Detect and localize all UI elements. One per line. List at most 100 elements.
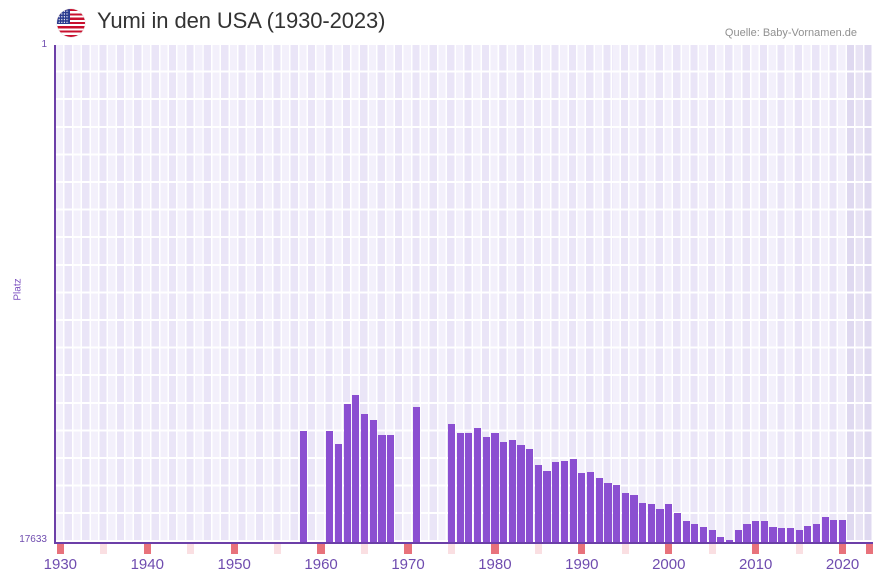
x-tick-1975 (447, 544, 456, 554)
x-tick-1990 (578, 544, 586, 554)
x-axis-label-1990: 1990 (565, 556, 599, 573)
x-tick-end (865, 544, 873, 554)
y-axis-label-top: 1 (41, 39, 47, 50)
x-axis-label-1950: 1950 (217, 556, 251, 573)
bar-1994[interactable] (612, 484, 621, 542)
bar-2006[interactable] (717, 536, 725, 542)
bar-2012[interactable] (769, 526, 777, 542)
bar-1992[interactable] (595, 477, 603, 542)
bar-1986[interactable] (543, 470, 551, 542)
x-axis-label-1980: 1980 (478, 556, 512, 573)
bar-2013[interactable] (778, 528, 786, 542)
bar-1981[interactable] (500, 442, 508, 542)
bar-1964[interactable] (352, 394, 360, 542)
bar-1967[interactable] (378, 435, 386, 542)
bar-2002[interactable] (682, 521, 690, 542)
x-tick-2005 (708, 544, 716, 554)
bar-2010[interactable] (752, 521, 760, 542)
chart-header: Yumi in den USA (1930-2023) Quelle: Baby… (0, 0, 873, 44)
bar-1958[interactable] (300, 431, 308, 542)
usa-flag-icon (57, 9, 85, 37)
bar-2011[interactable] (760, 521, 768, 542)
bar-1990[interactable] (578, 473, 586, 542)
bar-1975[interactable] (447, 424, 456, 542)
x-tick-2010 (752, 544, 760, 554)
bar-1999[interactable] (656, 508, 664, 542)
bar-2000[interactable] (665, 504, 673, 542)
x-tick-1955 (274, 544, 282, 554)
x-axis-labels: 1930 1940 1950 1960 1970 1980 1990 2000 2010 2020 (0, 556, 873, 580)
bar-1993[interactable] (604, 483, 612, 542)
bar-1968[interactable] (387, 435, 395, 542)
x-tick-1935 (100, 544, 108, 554)
x-tick-1960 (317, 544, 325, 554)
x-tick-1950 (230, 544, 238, 554)
bar-2015[interactable] (795, 529, 803, 542)
bar-2009[interactable] (743, 524, 751, 542)
bar-1998[interactable] (647, 504, 655, 542)
source-credit: Quelle: Baby-Vornamen.de (724, 27, 857, 39)
x-tick-1945 (187, 544, 195, 554)
x-axis-label-2020: 2020 (825, 556, 860, 573)
bar-2001[interactable] (673, 512, 682, 542)
x-axis-label-1940: 1940 (130, 556, 164, 573)
x-axis-line (54, 542, 873, 544)
x-axis-label-2000: 2000 (652, 556, 686, 573)
x-tick-2015 (795, 544, 803, 554)
bar-1995[interactable] (621, 493, 629, 542)
bar-1985[interactable] (534, 464, 542, 542)
bar-1961[interactable] (326, 431, 334, 542)
bar-2007[interactable] (725, 539, 734, 542)
x-tick-1940 (143, 544, 151, 554)
x-tick-1980 (491, 544, 499, 554)
bar-series (56, 45, 873, 542)
bar-1976[interactable] (456, 432, 464, 542)
bar-1962[interactable] (334, 443, 343, 542)
bar-2017[interactable] (812, 524, 821, 542)
bar-1980[interactable] (491, 432, 499, 542)
bar-2004[interactable] (699, 526, 708, 542)
x-axis-label-1970: 1970 (391, 556, 425, 573)
x-tick-1965 (360, 544, 369, 554)
bar-2014[interactable] (786, 528, 795, 542)
bar-1963[interactable] (343, 404, 351, 542)
bar-2019[interactable] (830, 519, 838, 542)
bar-1971[interactable] (413, 407, 421, 542)
bar-2020[interactable] (838, 519, 847, 542)
bar-1987[interactable] (552, 462, 560, 542)
x-tick-1970 (404, 544, 412, 554)
bar-1989[interactable] (569, 459, 577, 542)
bar-1997[interactable] (639, 503, 647, 542)
bar-1983[interactable] (517, 445, 525, 542)
y-axis-label-bottom: 17633 (19, 534, 47, 545)
y-axis-title: Platz (12, 278, 24, 301)
bar-2003[interactable] (691, 524, 699, 542)
bar-1984[interactable] (526, 449, 534, 542)
plot-area (56, 45, 873, 542)
x-axis-label-2010: 2010 (738, 556, 773, 573)
bar-2018[interactable] (821, 517, 829, 542)
x-axis-label-1930: 1930 (43, 556, 78, 573)
bar-1988[interactable] (560, 460, 569, 542)
bar-1966[interactable] (369, 419, 377, 542)
x-tick-1995 (621, 544, 629, 554)
horizontal-gridlines (56, 45, 873, 542)
bar-1982[interactable] (508, 439, 516, 542)
bar-1977[interactable] (465, 432, 473, 542)
x-tick-1930 (56, 544, 64, 554)
bar-1979[interactable] (482, 436, 490, 542)
bar-2005[interactable] (708, 529, 716, 542)
bar-1965[interactable] (360, 414, 369, 542)
page-title: Yumi in den USA (1930-2023) (97, 8, 386, 33)
bar-2008[interactable] (734, 529, 742, 542)
bar-1996[interactable] (630, 494, 638, 542)
x-tick-2000 (665, 544, 673, 554)
x-tick-2020 (838, 544, 847, 554)
flag-canton (57, 9, 70, 24)
x-axis-ticks (56, 544, 873, 554)
x-tick-1985 (534, 544, 542, 554)
bar-2016[interactable] (804, 525, 812, 542)
bar-1978[interactable] (473, 428, 482, 542)
bar-1991[interactable] (586, 472, 595, 542)
